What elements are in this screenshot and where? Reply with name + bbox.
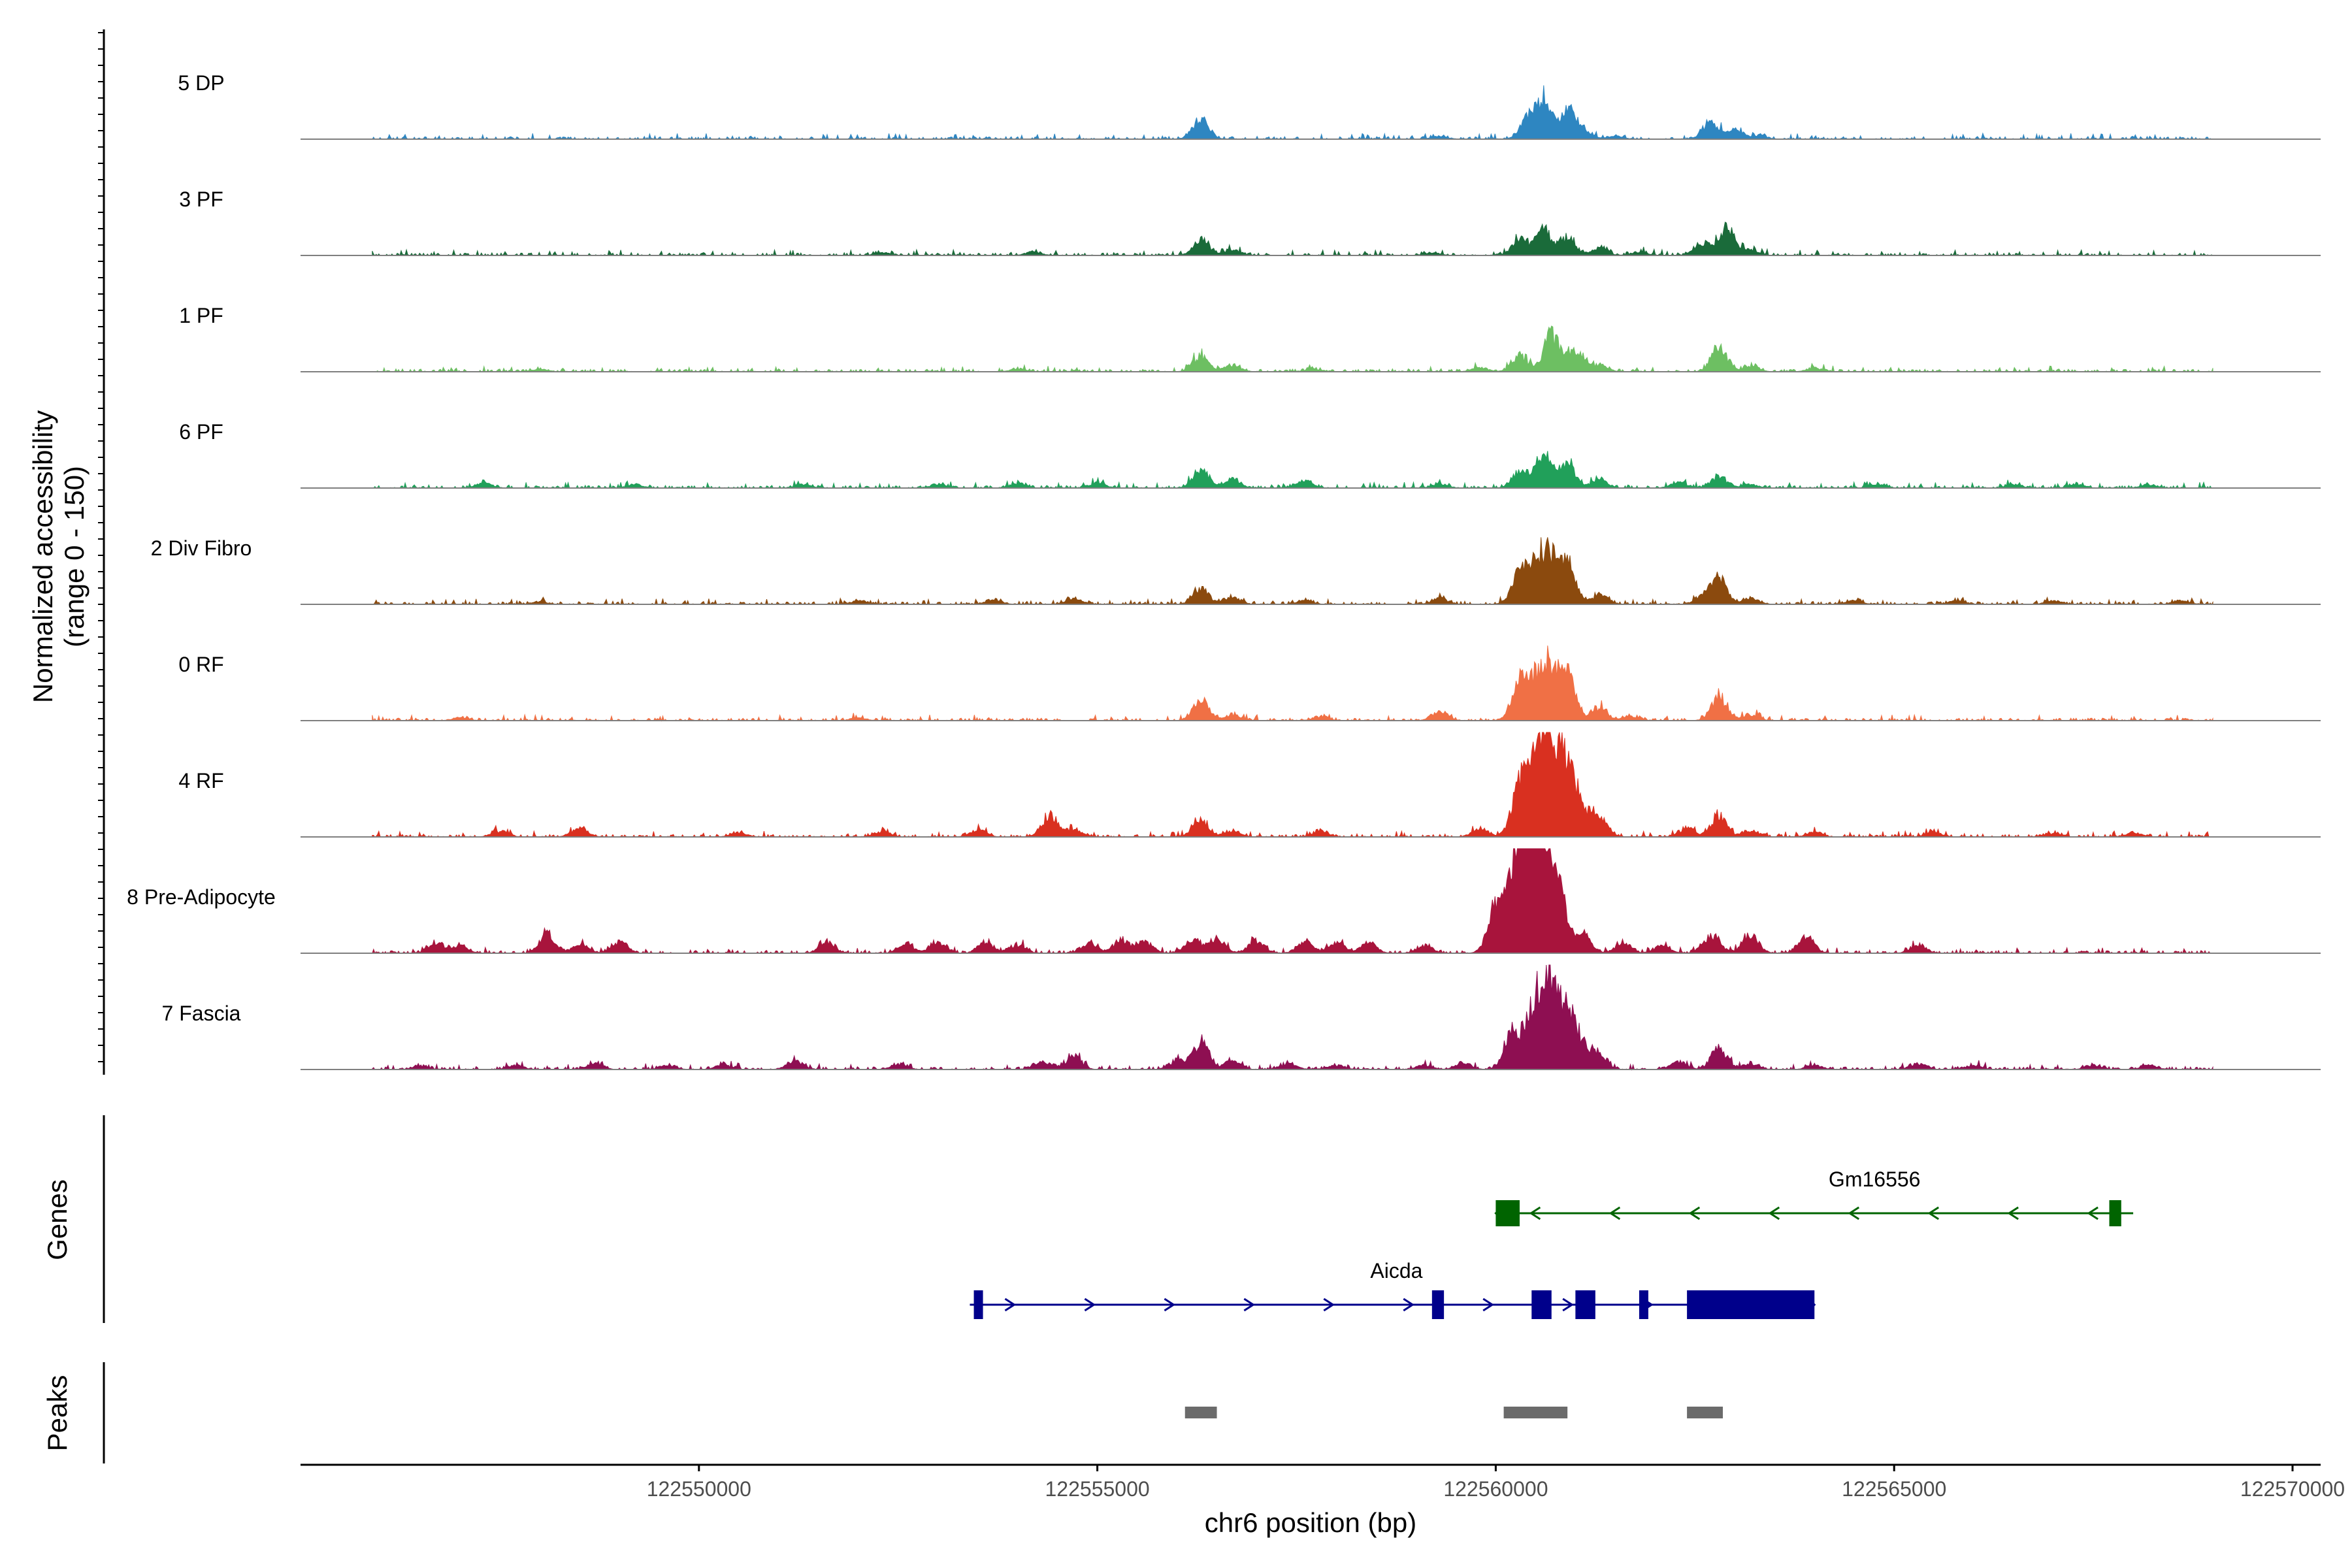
gene-exon: [1687, 1290, 1815, 1319]
track-7: 4 RF: [178, 732, 2321, 838]
strand-arrow: [1562, 1298, 1574, 1312]
gene-Gm16556: Gm16556: [1494, 1168, 2134, 1226]
track-label: 8 Pre-Adipocyte: [127, 885, 276, 909]
gene-exon: [973, 1290, 983, 1319]
strand-arrow: [1164, 1298, 1176, 1312]
gene-label: Gm16556: [1829, 1168, 1921, 1191]
gene-exon: [1639, 1290, 1648, 1319]
x-axis-ticks: 122550000 122555000 122560000 122565000 1225…: [647, 1465, 2345, 1501]
strand-arrow: [1482, 1298, 1494, 1312]
track-5: 2 Div Fibro: [151, 536, 2321, 606]
gene-exon: [1531, 1290, 1552, 1319]
track-label: 7 Fascia: [162, 1002, 241, 1025]
track-8: 8 Pre-Adipocyte: [127, 848, 2321, 955]
strand-arrow: [1323, 1298, 1335, 1312]
coverage-y-axis-ticks: [98, 32, 104, 1062]
track-3: 1 PF: [179, 304, 2321, 373]
strand-arrow: [1609, 1206, 1621, 1220]
track-label: 1 PF: [179, 304, 223, 327]
peak-region: [1687, 1407, 1723, 1418]
peak-region: [1503, 1407, 1568, 1418]
strand-arrow: [1084, 1298, 1096, 1312]
y-axis-label-line2: (range 0 - 150): [59, 466, 90, 647]
strand-arrow: [1004, 1298, 1017, 1312]
track-4: 6 PF: [179, 420, 2321, 489]
track-label: 5 DP: [178, 71, 224, 95]
strand-arrow: [1768, 1206, 1780, 1220]
track-label: 6 PF: [179, 420, 223, 444]
x-tick-label: 122570000: [2240, 1477, 2345, 1501]
track-label: 0 RF: [178, 653, 223, 676]
track-label: 4 RF: [178, 769, 223, 792]
genes-panel-label: Genes: [42, 1179, 73, 1260]
gene-Aicda: Aicda: [970, 1259, 1816, 1319]
peaks-panel-label: Peaks: [42, 1375, 73, 1452]
gene-exon: [1575, 1290, 1595, 1319]
gene-exon: [1495, 1200, 1520, 1226]
track-coverage-area: [372, 451, 2213, 489]
peaks-track: [1184, 1407, 1723, 1418]
x-axis-title: chr6 position (bp): [1205, 1507, 1417, 1538]
strand-arrow: [1243, 1298, 1256, 1312]
gene-exon: [2109, 1200, 2121, 1226]
x-tick-label: 122550000: [647, 1477, 751, 1501]
track-label: 3 PF: [179, 188, 223, 211]
y-axis-label-line1: Normalized accessibility: [27, 410, 58, 703]
x-tick-label: 122565000: [1842, 1477, 1946, 1501]
track-1: 5 DP: [178, 71, 2321, 140]
strand-arrow: [1688, 1206, 1701, 1220]
x-tick-label: 122555000: [1045, 1477, 1150, 1501]
track-6: 0 RF: [178, 645, 2321, 722]
track-2: 3 PF: [179, 188, 2321, 257]
gene-exon: [1431, 1290, 1445, 1319]
coverage-tracks: 5 DP 3 PF 1 PF 6 PF 2 Div Fibro 0 RF 4 RF 8 Pre…: [127, 71, 2321, 1071]
track-9: 7 Fascia: [162, 964, 2321, 1071]
gene-label: Aicda: [1370, 1259, 1422, 1282]
track-label: 2 Div Fibro: [151, 536, 252, 560]
y-axis-label: Normalized accessibility (range 0 - 150): [27, 410, 90, 703]
x-tick-label: 122560000: [1443, 1477, 1548, 1501]
genes-track: Gm16556 Aicda: [970, 1168, 2134, 1319]
peak-region: [1184, 1407, 1217, 1418]
strand-arrow: [1529, 1206, 1541, 1220]
strand-arrow: [2087, 1206, 2099, 1220]
track-coverage-area: [372, 964, 2213, 1071]
strand-arrow: [1403, 1298, 1415, 1312]
strand-arrow: [2007, 1206, 2019, 1220]
strand-arrow: [1927, 1206, 1939, 1220]
strand-arrow: [1848, 1206, 1860, 1220]
